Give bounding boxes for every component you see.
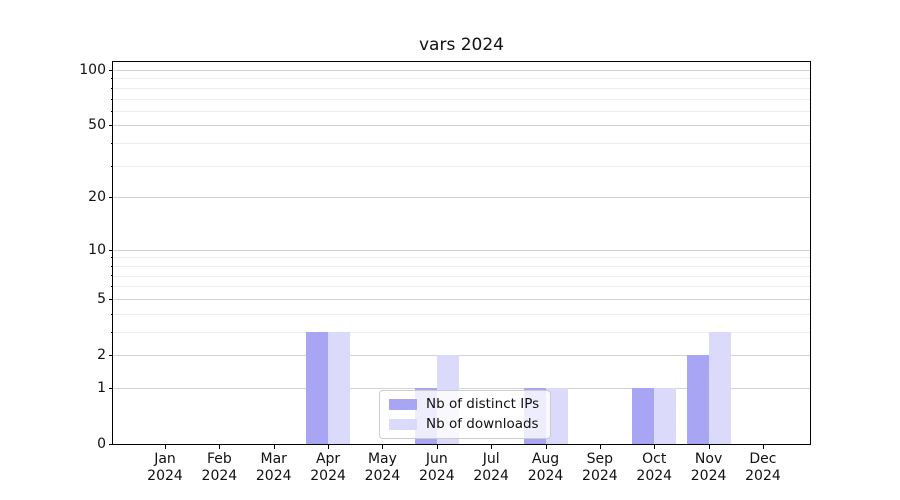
y-tick-1 xyxy=(109,387,113,389)
legend-swatch-distinct-ips xyxy=(389,399,417,410)
plot-area xyxy=(113,62,810,444)
y-minortick-3 xyxy=(110,331,113,333)
y-tick-0 xyxy=(109,444,113,445)
bar-distinct-ips-oct xyxy=(632,387,655,444)
gridline-y-100 xyxy=(113,70,810,71)
y-tick-label-1: 1 xyxy=(97,379,106,396)
x-tick-label-sep: Sep 2024 xyxy=(582,451,618,484)
y-minortick-40 xyxy=(110,143,113,145)
x-tick-may xyxy=(382,445,384,449)
bar-distinct-ips-apr xyxy=(306,331,329,444)
gridline-y-8 xyxy=(113,265,810,267)
bar-downloads-nov xyxy=(708,331,731,444)
x-tick-jun xyxy=(436,445,438,449)
x-tick-label-feb: Feb 2024 xyxy=(201,451,238,484)
gridline-y-4 xyxy=(113,313,810,315)
x-tick-mar xyxy=(273,445,275,449)
y-tick-label-50: 50 xyxy=(88,117,106,134)
y-tick-2 xyxy=(109,354,113,356)
y-minortick-4 xyxy=(110,313,113,315)
bar-downloads-apr xyxy=(328,331,351,444)
chart-title: vars 2024 xyxy=(419,35,504,55)
y-tick-20 xyxy=(109,197,113,199)
x-tick-jan xyxy=(165,445,166,449)
y-tick-label-2: 2 xyxy=(97,346,106,363)
x-tick-jul xyxy=(491,445,493,449)
y-minortick-30 xyxy=(110,165,113,167)
y-tick-5 xyxy=(109,298,113,300)
gridline-y-2 xyxy=(113,355,810,356)
y-minortick-7 xyxy=(110,275,113,277)
gridline-y-1 xyxy=(113,387,810,389)
x-tick-label-nov: Nov 2024 xyxy=(690,451,727,484)
x-tick-label-apr: Apr 2024 xyxy=(310,451,346,484)
y-tick-100 xyxy=(109,69,113,71)
x-tick-label-mar: Mar 2024 xyxy=(255,451,292,484)
y-tick-label-5: 5 xyxy=(97,290,106,307)
gridline-y-20 xyxy=(113,197,810,199)
gridline-y-50 xyxy=(113,125,810,127)
y-tick-10 xyxy=(109,249,113,251)
x-tick-oct xyxy=(654,445,656,449)
y-tick-label-0: 0 xyxy=(97,436,106,452)
gridline-y-80 xyxy=(113,87,810,89)
x-tick-label-oct: Oct 2024 xyxy=(636,451,673,484)
gridline-y-90 xyxy=(113,78,810,80)
x-tick-aug xyxy=(545,445,547,449)
x-tick-nov xyxy=(708,445,710,449)
legend-row-downloads: Nb of downloads xyxy=(389,417,539,432)
bar-downloads-oct xyxy=(654,387,677,444)
legend: Nb of distinct IPs Nb of downloads xyxy=(379,390,552,439)
gridline-y-7 xyxy=(113,275,810,277)
x-tick-label-dec: Dec 2024 xyxy=(745,451,781,484)
y-minortick-90 xyxy=(110,78,113,80)
bar-distinct-ips-nov xyxy=(686,355,709,444)
y-minortick-6 xyxy=(110,286,113,288)
x-tick-label-jan: Jan 2024 xyxy=(147,451,183,484)
gridline-y-3 xyxy=(113,331,810,333)
x-tick-label-jun: Jun 2024 xyxy=(418,451,455,484)
gridline-y-9 xyxy=(113,257,810,259)
y-minortick-70 xyxy=(110,98,113,100)
y-tick-50 xyxy=(109,125,113,127)
y-minortick-80 xyxy=(110,87,113,89)
gridline-y-60 xyxy=(113,110,810,112)
y-tick-label-20: 20 xyxy=(88,189,106,206)
y-tick-label-100: 100 xyxy=(79,61,106,78)
gridline-y-5 xyxy=(113,298,810,300)
legend-label-downloads: Nb of downloads xyxy=(426,416,539,432)
x-tick-label-aug: Aug 2024 xyxy=(527,451,564,484)
y-minortick-9 xyxy=(110,257,113,259)
gridline-y-40 xyxy=(113,143,810,144)
x-tick-apr xyxy=(328,445,330,449)
legend-label-distinct-ips: Nb of distinct IPs xyxy=(426,396,540,412)
x-tick-label-jul: Jul 2024 xyxy=(473,451,509,484)
legend-row-distinct-ips: Nb of distinct IPs xyxy=(389,397,539,412)
gridline-y-6 xyxy=(113,286,810,288)
x-tick-label-may: May 2024 xyxy=(364,451,401,484)
x-tick-dec xyxy=(762,445,764,449)
gridline-y-70 xyxy=(113,98,810,100)
y-minortick-60 xyxy=(110,110,113,112)
x-tick-sep xyxy=(599,445,601,449)
y-tick-label-10: 10 xyxy=(88,241,106,258)
legend-swatch-downloads xyxy=(389,419,417,430)
y-minortick-8 xyxy=(110,265,113,267)
gridline-y-10 xyxy=(113,249,810,251)
gridline-y-30 xyxy=(113,165,810,167)
x-tick-feb xyxy=(219,445,221,449)
